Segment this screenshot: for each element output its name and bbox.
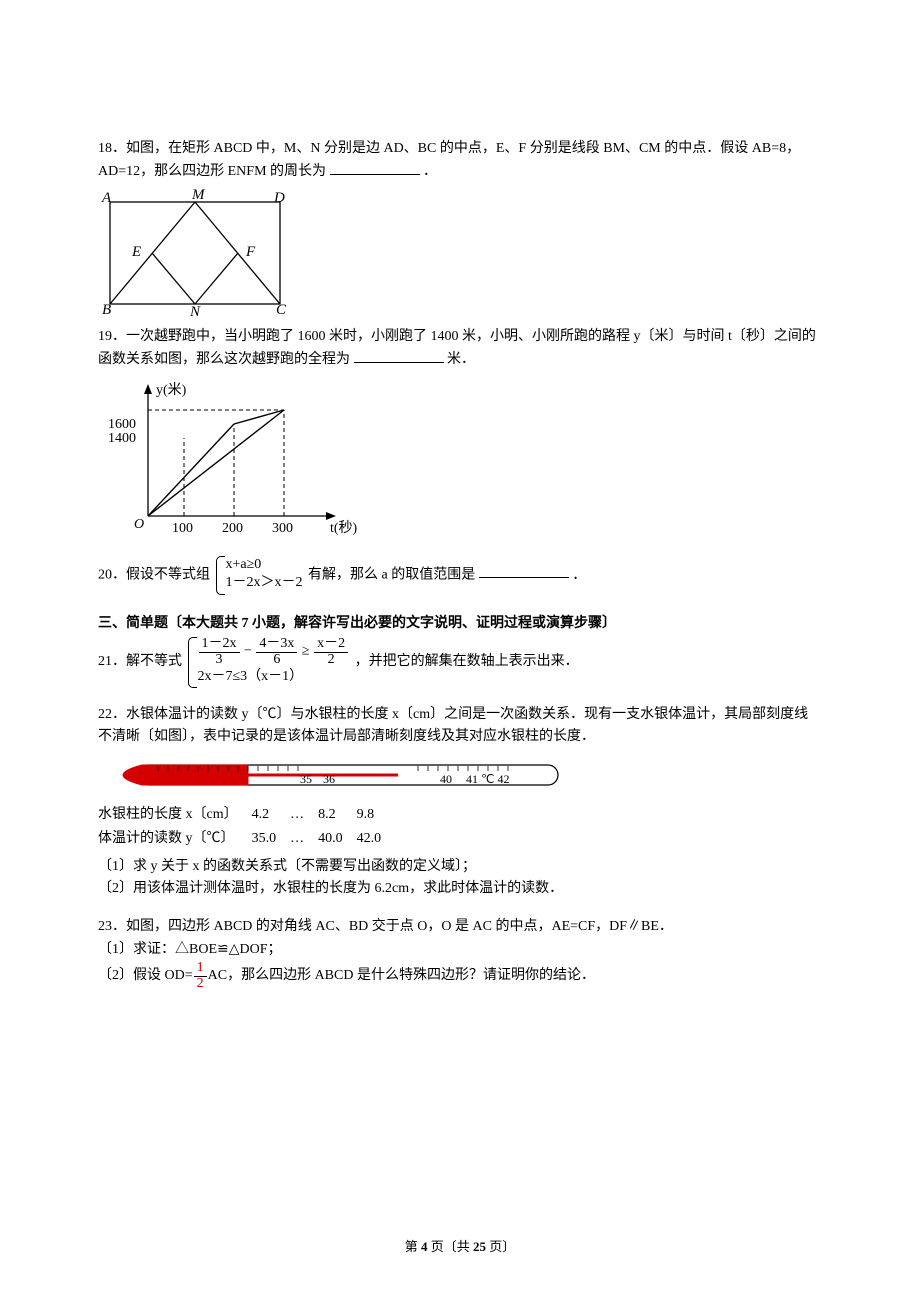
page-footer: 第 4 页〔共 25 页〕 — [0, 1237, 920, 1258]
svg-text:35: 35 — [300, 772, 312, 786]
question-20: 20．假设不等式组 x+a≥0 1－2x＞x－2 有解，那么 a 的取值范围是 … — [98, 556, 822, 595]
table-row: 水银柱的长度 x〔cm〕 4.2 … 8.2 9.8 — [98, 803, 395, 827]
q21-text-a: 21．解不等式 — [98, 654, 182, 669]
svg-text:F: F — [245, 244, 256, 260]
svg-text:O: O — [134, 517, 144, 532]
svg-text:E: E — [131, 244, 141, 260]
svg-text:100: 100 — [172, 521, 193, 536]
q20-blank — [479, 563, 569, 578]
question-22: 22．水银体温计的读数 y〔℃〕与水银柱的长度 x〔cm〕之间是一次函数关系．现… — [98, 704, 822, 900]
q20-text-a: 20．假设不等式组 — [98, 567, 210, 582]
q20-text-b: 有解，那么 a 的取值范围是 — [308, 567, 475, 582]
q23-text: 23．如图，四边形 ABCD 的对角线 AC、BD 交于点 O，O 是 AC 的… — [98, 916, 822, 938]
q22-thermometer: 35 36 40 41 ℃ 42 — [98, 755, 578, 797]
svg-text:y(米): y(米) — [156, 382, 187, 398]
question-18: 18．如图，在矩形 ABCD 中，M、N 分别是边 AD、BC 的中点，E、F … — [98, 138, 822, 316]
svg-text:40: 40 — [440, 772, 452, 786]
svg-text:B: B — [102, 302, 111, 316]
svg-text:1400: 1400 — [108, 431, 136, 446]
q20-tail: ． — [572, 567, 586, 582]
q21-brace: 1－2x3 − 4－3x6 ≥ x－22 2x－7≤3（x－1） — [188, 637, 350, 688]
q19-figure: y(米) t(秒) O 1600 1400 100 200 300 — [98, 376, 368, 546]
svg-text:200: 200 — [222, 521, 243, 536]
q18-figure: A D B C M N E F — [98, 188, 288, 316]
q21-text-b: ，并把它的解集在数轴上表示出来． — [355, 654, 579, 669]
question-21: 21．解不等式 1－2x3 − 4－3x6 ≥ x－22 2x－7≤3（x－1）… — [98, 637, 822, 688]
svg-text:A: A — [101, 190, 112, 206]
q22-text: 22．水银体温计的读数 y〔℃〕与水银柱的长度 x〔cm〕之间是一次函数关系．现… — [98, 704, 822, 749]
svg-text:C: C — [276, 302, 287, 316]
svg-text:N: N — [189, 304, 201, 316]
q22-sub1: 〔1〕求 y 关于 x 的函数关系式〔不需要写出函数的定义域〕； — [98, 856, 822, 878]
svg-text:1600: 1600 — [108, 417, 136, 432]
svg-text:M: M — [191, 188, 206, 203]
page: 18．如图，在矩形 ABCD 中，M、N 分别是边 AD、BC 的中点，E、F … — [0, 0, 920, 1302]
q18-tail: ． — [423, 164, 437, 179]
q22-table: 水银柱的长度 x〔cm〕 4.2 … 8.2 9.8 体温计的读数 y〔℃〕 3… — [98, 803, 395, 852]
q18-blank — [330, 160, 420, 175]
q21-line2: 2x－7≤3（x－1） — [198, 668, 350, 687]
q19-tail: 米． — [447, 352, 475, 367]
table-row: 体温计的读数 y〔℃〕 35.0 … 40.0 42.0 — [98, 827, 395, 851]
q20-line1: x+a≥0 — [226, 556, 303, 575]
section-3-title: 三、简单题〔本大题共 7 小题，解容许写出必要的文字说明、证明过程或演算步骤〕 — [98, 613, 822, 635]
svg-text:41 ℃ 42: 41 ℃ 42 — [466, 772, 509, 786]
svg-text:36: 36 — [323, 772, 335, 786]
question-23: 23．如图，四边形 ABCD 的对角线 AC、BD 交于点 O，O 是 AC 的… — [98, 916, 822, 991]
q23-sub1: 〔1〕求证：△BOE≌△DOF； — [98, 939, 822, 961]
svg-text:300: 300 — [272, 521, 293, 536]
svg-text:t(秒): t(秒) — [330, 520, 358, 536]
q21-line1: 1－2x3 − 4－3x6 ≥ x－22 — [198, 637, 350, 667]
q20-line2: 1－2x＞x－2 — [226, 574, 303, 593]
svg-text:D: D — [273, 190, 285, 206]
q22-sub2: 〔2〕用该体温计测体温时，水银柱的长度为 6.2cm，求此时体温计的读数． — [98, 878, 822, 900]
q19-blank — [354, 348, 444, 363]
q18-text: 18．如图，在矩形 ABCD 中，M、N 分别是边 AD、BC 的中点，E、F … — [98, 141, 800, 179]
q20-brace: x+a≥0 1－2x＞x－2 — [216, 556, 303, 595]
question-19: 19．一次越野跑中，当小明跑了 1600 米时，小刚跑了 1400 米，小明、小… — [98, 326, 822, 546]
q23-sub2: 〔2〕假设 OD=12AC，那么四边形 ABCD 是什么特殊四边形？请证明你的结… — [98, 961, 822, 991]
